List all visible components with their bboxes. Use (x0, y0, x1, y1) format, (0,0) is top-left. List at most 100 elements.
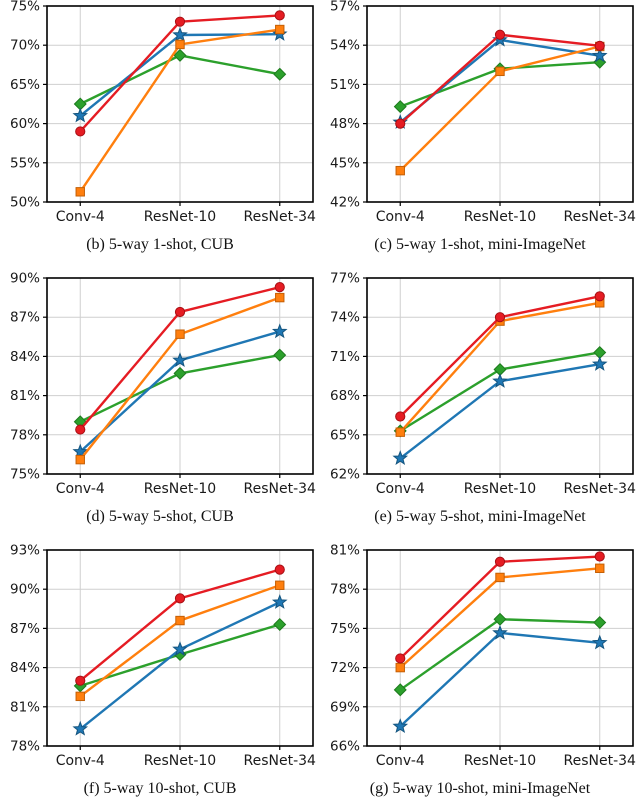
y-tick-label: 87% (10, 621, 40, 637)
y-tick-label: 75% (330, 621, 360, 637)
data-point-blue-star (492, 373, 508, 388)
x-tick-label: ResNet-34 (244, 481, 317, 497)
data-point-red-circle (274, 10, 285, 21)
y-tick-label: 84% (10, 660, 40, 676)
chart-caption-b: (b) 5-way 1-shot, CUB (86, 236, 234, 253)
chart-caption-f: (f) 5-way 10-shot, CUB (83, 780, 237, 797)
x-tick-label: ResNet-34 (564, 481, 637, 497)
data-point-blue-star (271, 323, 288, 339)
line-chart-g: 66% 69% 72% 75% 78% 81% Conv-4 ResNet-10 ResNet-… (330, 544, 637, 769)
chart-caption-e: (e) 5-way 5-shot, mini-ImageNet (374, 508, 586, 525)
data-point-blue-star (72, 107, 89, 123)
data-point-green-diamond (393, 683, 407, 697)
y-tick-label: 78% (10, 739, 40, 755)
x-tick-label: ResNet-34 (564, 209, 637, 225)
data-point-red-circle (594, 40, 605, 51)
data-point-red-circle (174, 306, 186, 318)
data-point-red-circle (174, 593, 186, 604)
x-tick-label: ResNet-10 (464, 209, 536, 225)
x-tick-label: ResNet-10 (144, 481, 216, 497)
line-chart-b: 50% 55% 60% 65% 70% 75% Conv-4 ResNet-10 ResNet-… (10, 0, 317, 225)
x-tick-label: ResNet-10 (144, 753, 216, 769)
data-point-blue-star (271, 594, 288, 609)
x-tick-label: Conv-4 (376, 753, 425, 769)
data-point-red-circle (274, 564, 285, 575)
x-tick-label: Conv-4 (56, 753, 105, 769)
chart-figure-b: 50% 55% 60% 65% 70% 75% Conv-4 ResNet-10 ResNet-… (0, 0, 320, 254)
plot-frame (366, 277, 634, 475)
x-tick-label: ResNet-34 (564, 753, 637, 769)
y-tick-label: 66% (330, 739, 360, 755)
data-point-orange-square (175, 615, 185, 626)
line-chart-e: 62% 65% 68% 71% 74% 77% Conv-4 ResNet-10 ResNet-… (330, 272, 637, 497)
data-point-blue-star (172, 641, 188, 656)
data-point-red-circle (594, 551, 605, 562)
data-point-orange-square (275, 24, 285, 35)
data-point-orange-square (395, 165, 405, 176)
plot-frame (366, 549, 634, 747)
x-tick-label: ResNet-34 (244, 209, 317, 225)
y-tick-label: 78% (330, 582, 360, 598)
x-tick-label: ResNet-10 (144, 209, 216, 225)
data-point-green-diamond (393, 100, 407, 114)
y-tick-label: 50% (10, 195, 40, 211)
data-point-red-circle (494, 29, 506, 40)
y-tick-label: 45% (330, 155, 360, 171)
x-tick-label: Conv-4 (376, 481, 425, 497)
data-point-red-circle (174, 16, 186, 27)
data-point-orange-square (395, 427, 405, 437)
data-point-orange-square (595, 563, 605, 573)
line-chart-f: 78% 81% 84% 87% 90% 93% Conv-4 ResNet-10 ResNet-… (10, 544, 317, 769)
chart-caption-c: (c) 5-way 1-shot, mini-ImageNet (374, 236, 586, 253)
chart-figure-d: 75% 78% 81% 84% 87% 90% Conv-4 ResNet-10 ResNet-… (0, 272, 320, 526)
data-point-blue-star (392, 450, 409, 465)
x-tick-label: Conv-4 (376, 209, 425, 225)
data-point-green-diamond (273, 617, 287, 631)
chart-figure-e: 62% 65% 68% 71% 74% 77% Conv-4 ResNet-10 ResNet-… (320, 272, 640, 526)
data-point-blue-star (591, 47, 608, 63)
data-point-blue-star (72, 720, 89, 736)
y-tick-label: 42% (330, 195, 360, 211)
chart-figure-g: 66% 69% 72% 75% 78% 81% Conv-4 ResNet-10 ResNet-… (320, 544, 640, 798)
data-point-red-circle (75, 126, 86, 137)
x-tick-label: Conv-4 (56, 481, 105, 497)
y-tick-label: 90% (10, 582, 40, 598)
data-point-orange-square (175, 39, 185, 50)
x-tick-label: ResNet-10 (464, 753, 536, 769)
x-tick-label: ResNet-10 (464, 481, 536, 497)
plot-frame (46, 549, 314, 747)
data-point-red-circle (75, 424, 86, 435)
data-point-red-circle (395, 411, 406, 422)
plot-frame (46, 5, 314, 203)
plot-frame (46, 277, 314, 475)
x-tick-label: Conv-4 (56, 209, 105, 225)
chart-caption-g: (g) 5-way 10-shot, mini-ImageNet (369, 780, 591, 797)
y-tick-label: 75% (10, 0, 40, 15)
y-tick-label: 77% (330, 272, 360, 287)
data-point-orange-square (75, 187, 85, 197)
data-point-orange-square (175, 329, 185, 339)
y-tick-label: 81% (10, 388, 40, 404)
y-tick-label: 65% (10, 77, 40, 93)
chart-figure-f: 78% 81% 84% 87% 90% 93% Conv-4 ResNet-10 ResNet-… (0, 544, 320, 798)
data-point-blue-star (172, 352, 188, 367)
y-tick-label: 68% (330, 388, 360, 404)
data-point-blue-star (392, 718, 409, 734)
data-point-green-diamond (173, 366, 187, 380)
x-tick-label: ResNet-34 (244, 753, 317, 769)
y-tick-label: 74% (330, 310, 360, 326)
chart-figure-c: 42% 45% 48% 51% 54% 57% Conv-4 ResNet-10 ResNet-… (320, 0, 640, 254)
y-tick-label: 51% (330, 77, 360, 93)
data-point-red-circle (395, 653, 406, 664)
data-point-red-circle (494, 312, 506, 323)
y-tick-label: 70% (10, 38, 40, 54)
y-tick-label: 75% (10, 467, 40, 483)
y-tick-label: 72% (330, 660, 360, 676)
y-tick-label: 62% (330, 467, 360, 483)
data-point-red-circle (594, 291, 605, 302)
data-point-blue-star (72, 443, 89, 459)
y-tick-label: 60% (10, 116, 40, 132)
y-tick-label: 78% (10, 427, 40, 443)
y-tick-label: 87% (10, 310, 40, 326)
y-tick-label: 81% (10, 699, 40, 715)
